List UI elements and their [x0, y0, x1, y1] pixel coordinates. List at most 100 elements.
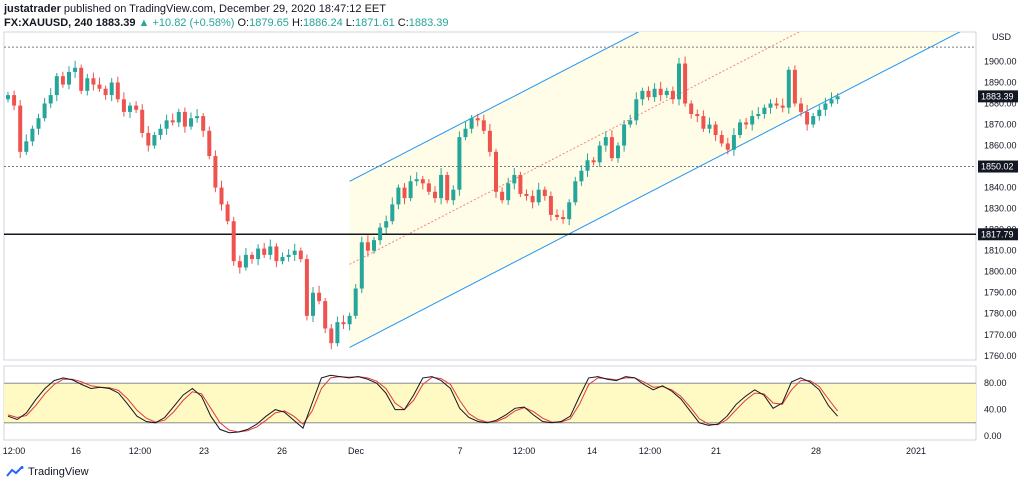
- candle-body: [286, 254, 291, 257]
- candle-body: [689, 103, 694, 114]
- main-pane-border: [3, 31, 977, 361]
- x-tick-label: 7: [457, 446, 462, 456]
- price-tag-label: 1883.39: [981, 91, 1014, 101]
- close-value: 1883.39: [408, 17, 449, 29]
- candle-body: [701, 116, 706, 129]
- candle-body: [134, 105, 139, 110]
- candle-body: [109, 82, 114, 96]
- price-tick-label: 1880.00: [984, 98, 1017, 108]
- candle-body: [451, 189, 456, 201]
- x-tick-label: 16: [71, 446, 81, 456]
- candle-body: [176, 111, 181, 123]
- price-tick-label: 1860.00: [984, 141, 1017, 151]
- candle-body: [670, 90, 675, 100]
- candle-body: [237, 261, 242, 268]
- candle-body: [634, 99, 639, 121]
- candle-body: [67, 71, 71, 85]
- candle-body: [622, 124, 627, 146]
- candle-body: [475, 118, 480, 121]
- x-tick-label: 12:00: [129, 446, 152, 456]
- price-tick-label: 1830.00: [984, 204, 1017, 214]
- candle-body: [408, 181, 413, 199]
- price-tick-label: 1890.00: [984, 77, 1017, 87]
- channel-group: [349, 32, 961, 348]
- candle-body: [170, 120, 175, 123]
- candle-body: [329, 328, 334, 344]
- candle-body: [548, 196, 553, 215]
- candle-body: [500, 191, 505, 201]
- candle-body: [146, 132, 151, 146]
- candle-body: [140, 109, 145, 133]
- candle-body: [353, 288, 358, 316]
- candle-body: [323, 301, 328, 329]
- candle-body: [390, 204, 395, 222]
- candle-body: [121, 99, 126, 112]
- price-tick-label: 1790.00: [984, 288, 1017, 298]
- candle-body: [506, 183, 511, 201]
- last-price: 1883.39: [95, 17, 136, 29]
- stoch-d-line: [7, 376, 838, 433]
- price-change: ▲ +10.82 (+0.58%): [138, 17, 235, 29]
- price-tick-label: 1870.00: [984, 120, 1017, 130]
- candle-body: [219, 187, 224, 205]
- candle-body: [597, 145, 602, 163]
- candle-body: [756, 114, 761, 117]
- price-tag-bg: [978, 228, 1018, 241]
- candle-body: [365, 242, 370, 251]
- candle-body: [768, 103, 773, 108]
- candle-body: [225, 204, 230, 222]
- x-tick-label: Dec: [348, 446, 365, 456]
- candle-body: [518, 174, 523, 194]
- candle-body: [524, 193, 529, 196]
- footer-brand: TradingView: [6, 466, 89, 478]
- high-value: 1886.24: [302, 17, 343, 29]
- candle-body: [445, 174, 450, 201]
- candle-body: [591, 160, 596, 163]
- candle-body: [616, 145, 620, 159]
- x-tick-label: 14: [587, 446, 597, 456]
- candle-body: [463, 128, 468, 138]
- price-tag-bg: [978, 160, 1018, 173]
- candle-body: [73, 67, 78, 72]
- candle-body: [713, 124, 718, 136]
- candle-body: [304, 259, 309, 316]
- footer-brand-label: TradingView: [28, 466, 89, 478]
- osc-tick-label: 40.00: [984, 405, 1007, 415]
- publish-text: published on TradingView.com, December 2…: [63, 3, 386, 15]
- candle-body: [579, 170, 584, 182]
- candle-body: [646, 90, 651, 98]
- candle-body: [494, 151, 498, 192]
- candle-body: [298, 250, 303, 260]
- candle-body: [439, 174, 444, 199]
- osc-tick-label: 0.00: [984, 431, 1002, 441]
- candle-body: [469, 118, 474, 129]
- candle-body: [786, 69, 791, 108]
- high-label: H:: [291, 17, 303, 29]
- candle-body: [274, 246, 279, 262]
- candle-body: [384, 221, 389, 228]
- x-tick-label: 21: [711, 446, 721, 456]
- candle-body: [542, 189, 547, 196]
- candle-body: [243, 254, 248, 268]
- candle-body: [731, 135, 736, 150]
- candle-body: [805, 111, 810, 125]
- candle-body: [60, 76, 65, 85]
- candle-body: [6, 95, 10, 100]
- candle-body: [128, 105, 132, 112]
- candle-body: [18, 105, 23, 152]
- candle-body: [640, 90, 645, 100]
- candle-body: [341, 322, 346, 325]
- candle-body: [414, 179, 419, 182]
- candle-body: [719, 135, 724, 144]
- candle-body: [750, 116, 755, 125]
- candle-body: [115, 82, 120, 100]
- candle-body: [792, 69, 797, 104]
- candle-body: [250, 254, 254, 260]
- candle-body: [823, 103, 828, 110]
- candle-body: [317, 292, 322, 302]
- candle-body: [97, 84, 102, 89]
- candle-body: [402, 187, 407, 199]
- candle-body: [372, 240, 376, 251]
- candle-body: [152, 135, 157, 146]
